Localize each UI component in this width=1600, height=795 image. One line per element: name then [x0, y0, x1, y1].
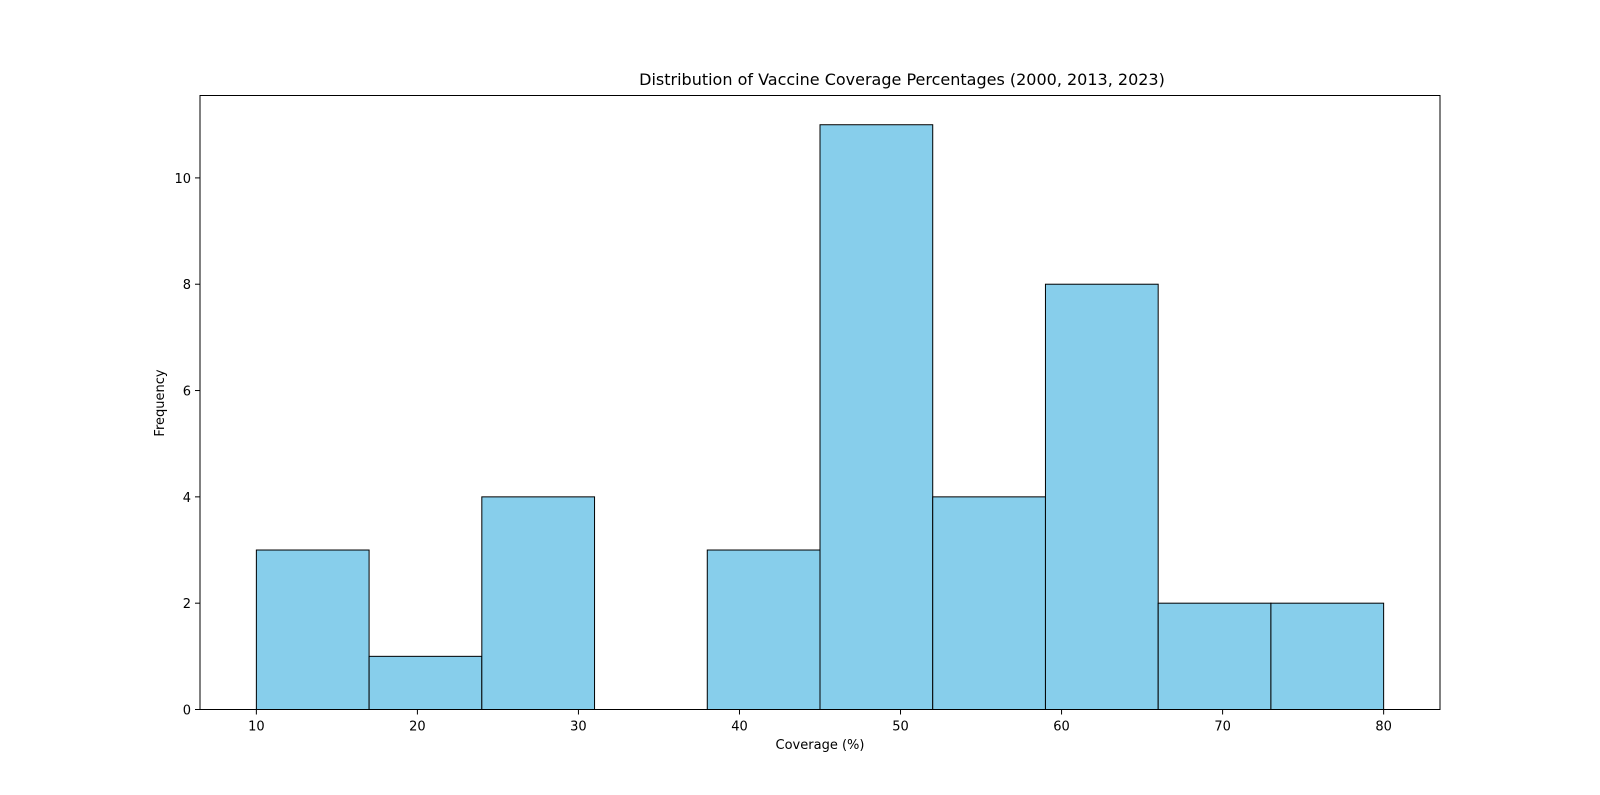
x-tick-label: 20: [409, 720, 426, 735]
x-tick-label: 10: [248, 720, 265, 735]
y-tick-label: 8: [183, 278, 191, 293]
bars-group: [255, 124, 1385, 711]
histogram-bar: [255, 549, 370, 710]
y-tick-label: 2: [183, 597, 191, 612]
x-tick-label: 50: [892, 720, 909, 735]
histogram-bar: [706, 549, 821, 710]
plot-frame: [199, 95, 1441, 710]
histogram-bar: [932, 496, 1046, 710]
x-tick-label: 30: [570, 720, 587, 735]
x-axis-label: Coverage (%): [776, 738, 865, 753]
y-tick-label: 10: [174, 172, 191, 187]
y-tick-label: 6: [183, 385, 191, 400]
x-tick-label: 70: [1214, 720, 1231, 735]
chart-title: Distribution of Vaccine Coverage Percent…: [639, 70, 1165, 89]
histogram-bar: [1270, 602, 1385, 710]
x-tick-label: 80: [1375, 720, 1392, 735]
y-tick-label: 4: [183, 491, 191, 506]
histogram-bar: [819, 124, 934, 710]
y-axis-ticks: 0 2 4 6 8 10: [174, 172, 200, 719]
histogram-bar: [1044, 283, 1159, 710]
x-tick-label: 60: [1053, 720, 1070, 735]
y-axis-label: Frequency: [153, 369, 168, 436]
x-axis-ticks: 10 20 30 40 50 60 70 80: [248, 709, 1392, 735]
histogram-bar: [1157, 602, 1272, 710]
histogram-bar: [368, 655, 483, 711]
histogram-bar: [481, 496, 596, 710]
y-tick-label: 0: [183, 704, 191, 719]
x-tick-label: 40: [731, 720, 748, 735]
